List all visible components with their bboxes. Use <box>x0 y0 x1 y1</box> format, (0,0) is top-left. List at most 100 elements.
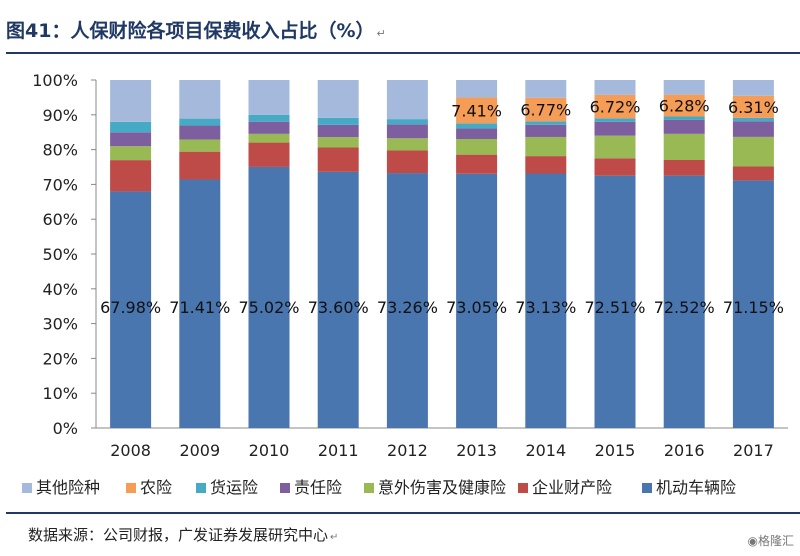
legend-swatch <box>22 483 32 493</box>
bar-segment <box>179 80 221 119</box>
y-tick-label: 40% <box>42 280 78 299</box>
bar-segment <box>110 121 152 133</box>
bar-segment <box>386 119 428 125</box>
bar-segment <box>456 97 498 124</box>
bar-segment <box>248 121 290 134</box>
bar-segment <box>179 139 221 152</box>
bar-segment <box>525 80 567 98</box>
x-tick-label: 2017 <box>733 441 774 460</box>
data-label: 73.60% <box>308 298 369 317</box>
data-label: 73.26% <box>377 298 438 317</box>
legend-label: 企业财产险 <box>532 478 612 497</box>
legend-label: 其他险种 <box>36 478 100 497</box>
data-label: 67.98% <box>100 298 161 317</box>
legend-swatch <box>642 483 652 493</box>
legend-label: 机动车辆险 <box>656 478 736 497</box>
bar-segment <box>248 133 290 143</box>
bar-segment <box>732 180 774 428</box>
bar-segment <box>663 133 705 160</box>
legend-swatch <box>126 483 136 493</box>
bar-segment <box>179 118 221 126</box>
return-mark-icon: ↵ <box>376 27 386 40</box>
x-tick-label: 2008 <box>110 441 151 460</box>
legend-swatch <box>364 483 374 493</box>
bar-segment <box>732 117 774 122</box>
legend-swatch <box>280 483 290 493</box>
bar-segment <box>663 94 705 117</box>
watermark: ◉格隆汇 <box>748 532 795 549</box>
bar-segment <box>317 117 359 125</box>
bar-segment <box>594 121 636 136</box>
bar-segment <box>110 191 152 428</box>
top-rule <box>6 52 800 54</box>
data-label: 75.02% <box>238 298 299 317</box>
bar-segment <box>594 135 636 159</box>
bar-segment <box>663 80 705 95</box>
y-tick-label: 50% <box>42 245 78 264</box>
x-tick-label: 2016 <box>664 441 705 460</box>
bar-segment <box>456 128 498 139</box>
bar-segment <box>663 116 705 120</box>
bar-segment <box>386 124 428 139</box>
source-note: 数据来源：公司财报，广发证券发展研究中心 ↵ <box>28 524 338 545</box>
data-label: 72.52% <box>654 298 715 317</box>
chart-title-text: 图41：人保财险各项目保费收入占比（%） <box>6 20 375 42</box>
y-tick-label: 30% <box>42 315 78 334</box>
bar-segment <box>317 171 359 428</box>
data-label: 6.77% <box>520 101 571 120</box>
bar-segment <box>456 123 498 129</box>
bar-segment <box>594 80 636 95</box>
bar-segment <box>179 179 221 428</box>
data-label: 6.72% <box>590 98 641 117</box>
bar-segment <box>317 137 359 148</box>
bar-segment <box>110 160 152 192</box>
bar-segment <box>248 142 290 167</box>
bar-segment <box>386 80 428 120</box>
bar-segment <box>525 173 567 428</box>
legend-label: 货运险 <box>210 478 258 497</box>
bar-segment <box>525 136 567 157</box>
ghh-logo-icon: ◉ <box>747 534 758 548</box>
y-tick-label: 80% <box>42 141 78 160</box>
bar-segment <box>456 154 498 174</box>
bar-segment <box>732 80 774 96</box>
bar-segment <box>525 121 567 125</box>
bar-segment <box>248 80 290 115</box>
bar-segment <box>732 166 774 181</box>
bar-segment <box>525 156 567 174</box>
bar-segment <box>594 118 636 122</box>
bar-segment <box>110 146 152 161</box>
x-tick-label: 2014 <box>525 441 566 460</box>
data-label: 73.05% <box>446 298 507 317</box>
x-tick-label: 2009 <box>179 441 220 460</box>
data-label: 6.28% <box>659 97 710 116</box>
legend-swatch <box>518 483 528 493</box>
y-tick-label: 100% <box>32 71 78 90</box>
x-tick-label: 2011 <box>318 441 359 460</box>
x-tick-label: 2013 <box>456 441 497 460</box>
x-tick-label: 2015 <box>595 441 636 460</box>
y-tick-label: 60% <box>42 210 78 229</box>
bar-segment <box>732 121 774 137</box>
bar-segment <box>594 158 636 176</box>
data-label: 73.13% <box>515 298 576 317</box>
legend-label: 农险 <box>140 478 172 497</box>
bar-segment <box>456 80 498 98</box>
bar-segment <box>386 150 428 174</box>
bar-segment <box>525 97 567 122</box>
x-tick-label: 2012 <box>387 441 428 460</box>
data-label: 71.41% <box>169 298 230 317</box>
legend-label: 意外伤害及健康险 <box>378 478 506 497</box>
data-label: 71.15% <box>723 298 784 317</box>
return-mark-icon: ↵ <box>330 532 339 543</box>
bar-segment <box>386 173 428 428</box>
bar-segment <box>525 124 567 137</box>
data-label: 72.51% <box>584 298 645 317</box>
stacked-bar-chart: 0% 10% 20% 30% 40% 50% 60% 70% 80% 90% 100% 2008 200… <box>22 71 788 497</box>
bar-segment <box>248 114 290 122</box>
bar-segment <box>594 175 636 428</box>
y-tick-label: 0% <box>53 419 78 438</box>
data-label: 7.41% <box>451 101 502 120</box>
bottom-rule <box>6 512 800 514</box>
bar-segment <box>179 151 221 180</box>
